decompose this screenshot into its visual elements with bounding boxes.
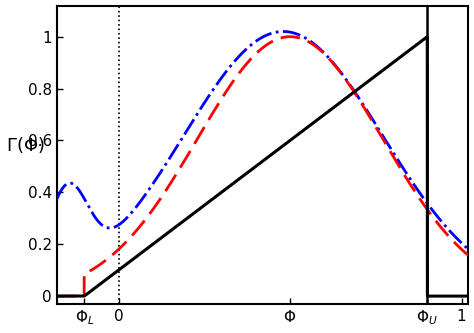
Y-axis label: $\Gamma(\Phi)$: $\Gamma(\Phi)$	[6, 135, 44, 155]
